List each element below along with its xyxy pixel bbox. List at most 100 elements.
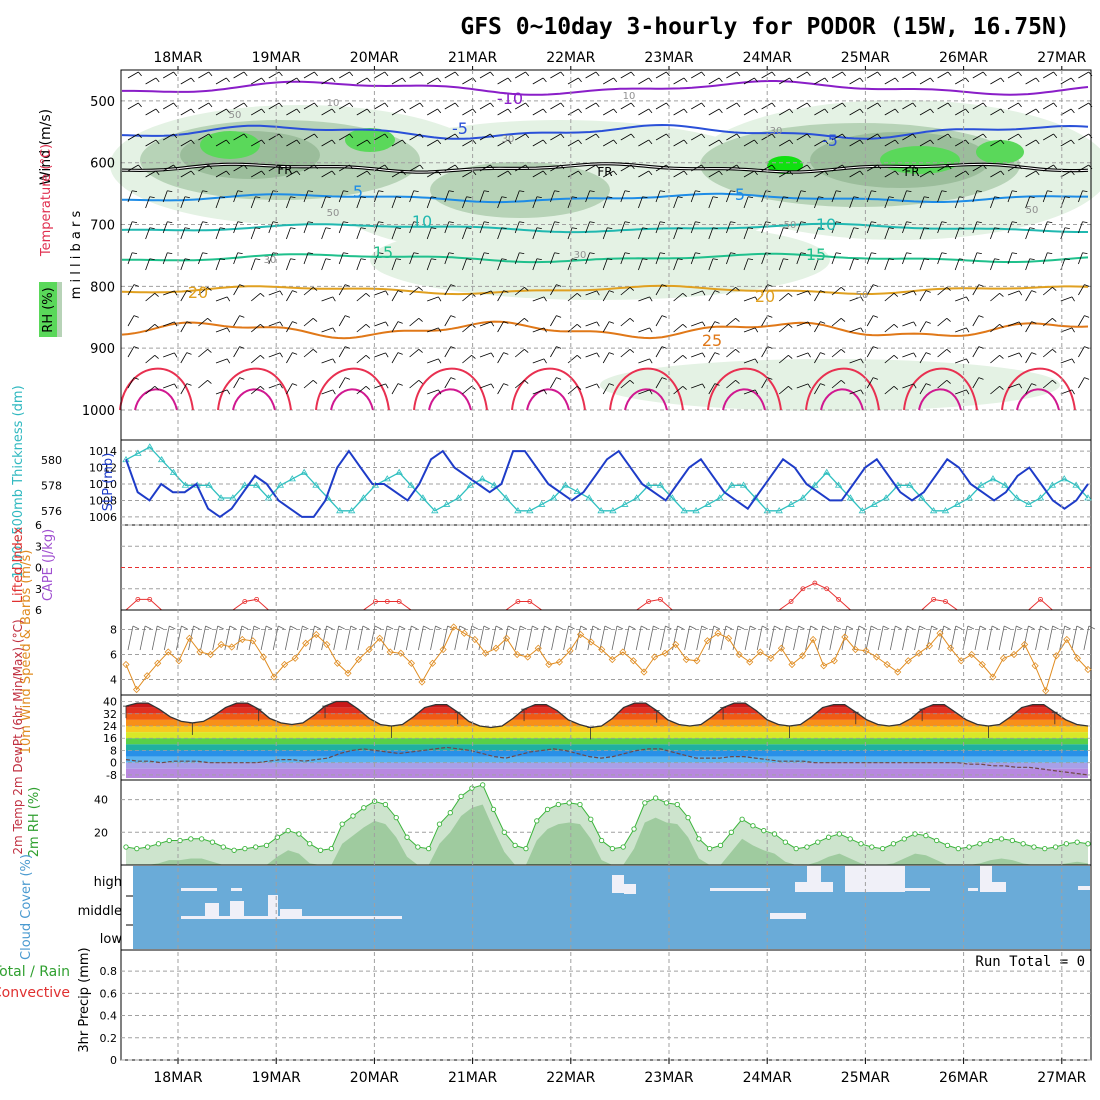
wind-barb [162, 133, 174, 141]
wind-barb-flag [836, 190, 842, 193]
wind-barb-flag [138, 133, 142, 139]
wind-barb-flag [226, 296, 231, 302]
wind-barb-flag [695, 252, 701, 255]
wind10m-marker [439, 645, 447, 654]
wind-barb-flag [312, 348, 318, 353]
thickness-marker [846, 494, 855, 501]
wind10m-barb [539, 625, 545, 651]
wind-barb-flag [978, 346, 984, 349]
wind-barb [198, 379, 208, 389]
wind-barb-flag [648, 108, 653, 114]
wind-barb [673, 170, 685, 178]
wind-barb-flag [924, 227, 930, 230]
wind-barb [374, 252, 379, 265]
wind-barb-flag [360, 196, 366, 199]
thickness-marker [157, 455, 166, 463]
wind-barb-flag [261, 139, 266, 145]
wind-barb-flag [133, 377, 139, 380]
rh2m-marker [253, 844, 259, 850]
wind-barb [1060, 139, 1072, 147]
wind10m-marker [608, 655, 616, 664]
wind-barb-flag [503, 383, 509, 386]
li-marker [836, 596, 841, 602]
rh2m-marker [317, 847, 324, 853]
rh-contour-label: 30 [502, 134, 515, 145]
wind-barb [1025, 290, 1032, 302]
wind10m-marker [767, 654, 775, 662]
wind-barb [778, 292, 789, 302]
wind-barb-flag [132, 190, 138, 193]
wind-barb-flag [701, 133, 706, 139]
wind-barb-flag [966, 358, 970, 364]
contour-label: FR [277, 163, 292, 177]
wind-barb-flag [490, 71, 494, 77]
wind-barb-flag [237, 190, 243, 193]
wind-barb [743, 258, 749, 271]
rh-contour-label: 10 [623, 91, 636, 102]
rh-area-mid [430, 162, 610, 218]
wind-barb [1007, 383, 1020, 389]
wind-barb-flag [894, 139, 899, 145]
wind-barb-flag [818, 227, 824, 230]
cloud-gap [612, 875, 624, 893]
wind-barb [972, 190, 978, 203]
thickness-marker [229, 494, 237, 501]
wind-barb [691, 290, 703, 296]
wind-barb [919, 170, 931, 178]
wind-barb-flag [503, 321, 509, 324]
wind10m-barb-flag [858, 625, 866, 630]
wind-barb [409, 379, 420, 389]
thickness-marker [252, 481, 261, 488]
wind-barb-flag [560, 164, 565, 170]
wind-barb-flag [207, 286, 212, 291]
wind-barb [831, 317, 842, 327]
wind-barb-flag [930, 170, 934, 176]
wind-barb-flag [155, 77, 160, 83]
wind-barb-flag [629, 286, 635, 291]
wind-barb-flag [607, 258, 613, 261]
wind-barb-flag [735, 348, 740, 353]
wind-barb-flag [1052, 348, 1057, 353]
cloud-gap [280, 909, 302, 917]
wind-barb-flag [877, 164, 882, 170]
date-label-top: 25MAR [841, 50, 890, 66]
wind-barb-flag [279, 352, 283, 358]
thickness-marker [288, 475, 296, 482]
wind-barb [620, 164, 632, 172]
wind-barb-flag [312, 286, 318, 291]
wind-barb [902, 352, 914, 358]
wind-barb-flag [345, 377, 351, 380]
rh-contour-label: 10 [327, 98, 340, 109]
wind-barb [691, 133, 702, 141]
date-label-top: 23MAR [644, 50, 693, 66]
wind-barb-flag [894, 77, 899, 83]
date-label-bottom: 18MAR [153, 1070, 202, 1086]
wind-barb [937, 286, 948, 296]
rh2m-marker [934, 837, 940, 844]
wind-barb [427, 389, 439, 395]
rh2m-marker [188, 836, 194, 842]
wind-barb [532, 296, 545, 302]
wind10m-marker [291, 654, 299, 662]
wind-barb-flag [1031, 321, 1037, 324]
wind-barb [673, 108, 685, 116]
wind-barb-flag [1029, 227, 1035, 230]
thickness-marker [205, 481, 213, 488]
rh-ylabel: RH (%) [41, 287, 56, 332]
wind-barb-flag [202, 221, 208, 224]
wind-barb [655, 71, 667, 79]
wind-barb-flag [542, 139, 547, 145]
wind-barb-flag [385, 321, 389, 327]
wind-barb [673, 385, 684, 395]
wind10m-barb [284, 625, 291, 651]
wind10m-marker [302, 639, 310, 647]
rh2m-marker [166, 837, 172, 844]
thickness-marker [1048, 481, 1057, 488]
rh2m-marker [1031, 844, 1037, 850]
wind-barb-flag [349, 164, 354, 170]
wind10m-barb [611, 625, 618, 651]
cloud-gap [710, 888, 770, 891]
wind-barb-flag [402, 139, 406, 145]
wind-barb-flag [1071, 327, 1075, 333]
